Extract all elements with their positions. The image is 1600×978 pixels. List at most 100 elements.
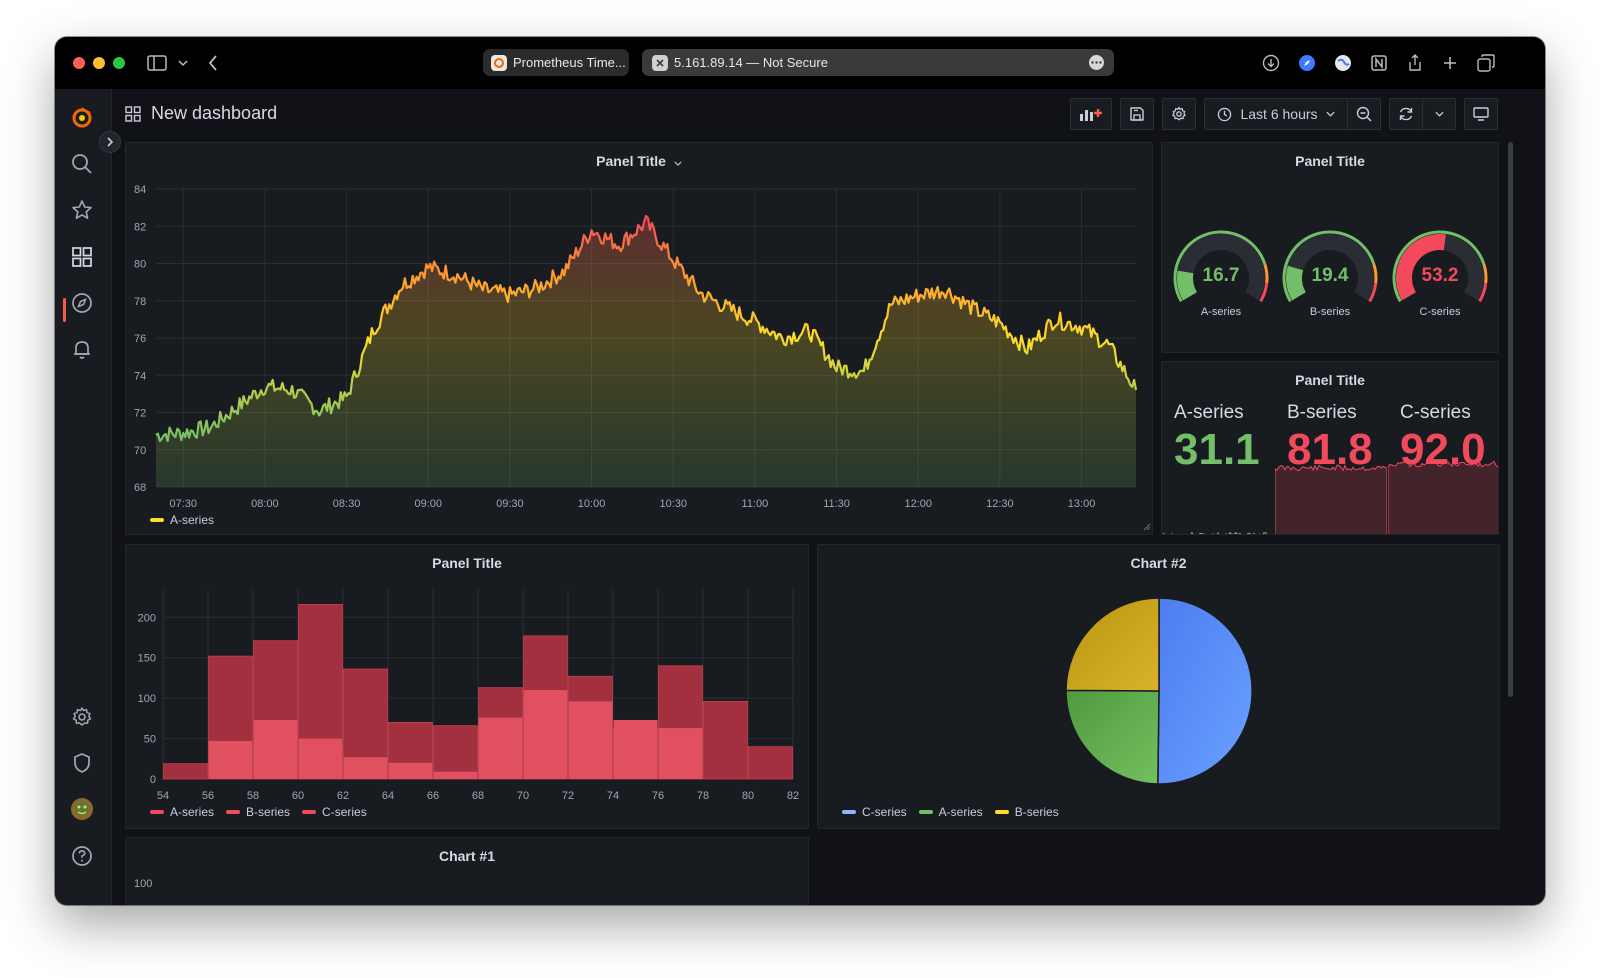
chevron-down-icon[interactable]	[171, 51, 195, 75]
grafana-logo-icon[interactable]	[69, 105, 95, 131]
histogram-bar-c-series[interactable]	[748, 746, 793, 780]
panel-title[interactable]: Panel Title	[126, 153, 1152, 169]
panel-title[interactable]: Chart #2	[1130, 555, 1187, 571]
gauge-threshold-ring	[1392, 230, 1486, 303]
legend-item-a-series[interactable]: A-series	[918, 805, 983, 819]
kiosk-mode-button[interactable]	[1464, 98, 1498, 130]
close-window-button[interactable]	[73, 57, 85, 69]
gauge-b-series: 19.4	[1282, 230, 1378, 303]
legend-item-b-series[interactable]: B-series	[226, 805, 290, 819]
user-avatar[interactable]	[69, 796, 95, 822]
x-tick-label: 58	[247, 790, 259, 802]
search-icon[interactable]	[69, 151, 95, 177]
gauge-threshold-ring	[1478, 282, 1488, 303]
zoom-out-button[interactable]	[1347, 98, 1381, 130]
stat-panel: Panel Title A-series 31.1 B-series 81.8 …	[1161, 361, 1499, 535]
pie-slice-c-series[interactable]	[1157, 597, 1253, 785]
extension-compass-icon[interactable]	[1295, 51, 1319, 75]
pie-slice-b-series[interactable]	[1065, 597, 1160, 692]
time-range-picker[interactable]: Last 6 hours	[1204, 98, 1348, 130]
dashboard-title-text[interactable]: New dashboard	[151, 103, 278, 123]
legend-item-a-series[interactable]: A-series	[150, 513, 214, 527]
pie-legend: C-series A-series B-series	[842, 805, 1059, 819]
gauge-value: 19.4	[1312, 265, 1349, 286]
histogram-bar-a-series[interactable]	[613, 719, 658, 779]
histogram-bar-a-series[interactable]	[433, 771, 478, 779]
insecure-site-icon	[652, 54, 668, 71]
legend-item-c-series[interactable]: C-series	[842, 805, 907, 819]
explore-compass-icon[interactable]	[69, 290, 95, 316]
more-options-icon[interactable]	[1089, 55, 1104, 70]
pie-chart[interactable]	[818, 545, 1500, 829]
save-dashboard-button[interactable]	[1120, 98, 1154, 130]
back-icon[interactable]	[201, 51, 225, 75]
y-tick-label: 0	[150, 774, 156, 786]
series-line-a-series[interactable]	[155, 214, 1138, 443]
histogram-bar-c-series[interactable]	[163, 763, 208, 780]
alerting-bell-icon[interactable]	[69, 336, 95, 362]
notion-icon[interactable]	[1367, 51, 1391, 75]
help-icon[interactable]	[69, 843, 95, 869]
vertical-scrollbar[interactable]	[1508, 142, 1513, 697]
dashboards-icon[interactable]	[69, 244, 95, 270]
extension-globe-icon[interactable]	[1331, 51, 1355, 75]
histogram-bar-a-series[interactable]	[523, 690, 568, 779]
expand-menu-button[interactable]	[99, 131, 121, 153]
resize-handle-icon[interactable]	[1143, 523, 1151, 531]
chevron-down-icon	[1434, 111, 1444, 117]
y-tick-label: 82	[134, 221, 146, 233]
histogram-bar-a-series[interactable]	[388, 762, 433, 779]
legend-item-b-series[interactable]: B-series	[994, 805, 1059, 819]
browser-tab-grafana[interactable]: Prometheus Time...	[483, 49, 629, 76]
histogram-chart[interactable]: 0 50 100 150 200 54 56 58 60 62 64 66 68 70 72 74 76 78 80…	[126, 545, 809, 829]
zoom-window-button[interactable]	[113, 57, 125, 69]
gauge-threshold-ring	[1368, 282, 1378, 303]
y-tick-label: 100	[134, 878, 153, 890]
new-tab-icon[interactable]	[1438, 51, 1462, 75]
panel-title[interactable]: Panel Title	[1295, 153, 1365, 169]
minimize-window-button[interactable]	[93, 57, 105, 69]
panel-title[interactable]: Chart #1	[438, 848, 496, 864]
timeseries-chart[interactable]: 68 70 72 74 76 78 80 82 84 07:30 08:00 08:30 09:00 09…	[126, 143, 1153, 535]
download-icon[interactable]	[1259, 51, 1283, 75]
stat-label: B-series	[1287, 402, 1357, 423]
x-tick-label: 12:00	[904, 498, 932, 510]
y-tick-label: 76	[134, 333, 146, 345]
legend-item-a-series[interactable]: A-series	[150, 805, 214, 819]
gauge-c-series: 53.2	[1392, 230, 1488, 303]
dashboard-settings-button[interactable]	[1162, 98, 1196, 130]
histogram-bar-a-series[interactable]	[478, 717, 523, 779]
add-panel-button[interactable]	[1070, 98, 1112, 130]
histogram-bar-a-series[interactable]	[568, 701, 613, 779]
share-icon[interactable]	[1403, 51, 1427, 75]
sidebar-toggle-icon[interactable]	[145, 51, 169, 75]
active-indicator	[63, 298, 66, 322]
histogram-bar-a-series[interactable]	[208, 741, 253, 779]
browser-tab-active[interactable]: 5.161.89.14 — Not Secure	[642, 49, 1114, 76]
histogram-bar-a-series[interactable]	[298, 738, 343, 779]
histogram-bar-c-series[interactable]	[703, 700, 748, 780]
x-tick-label: 62	[337, 790, 349, 802]
settings-gear-icon[interactable]	[69, 704, 95, 730]
tab-overview-icon[interactable]	[1474, 51, 1498, 75]
legend-item-c-series[interactable]: C-series	[302, 805, 367, 819]
sparkline	[1162, 531, 1268, 534]
panel-title[interactable]: Panel Title	[432, 555, 502, 571]
refresh-button[interactable]	[1389, 98, 1423, 130]
histogram-bar-a-series[interactable]	[343, 757, 388, 779]
gauge-threshold-ring	[1263, 263, 1269, 284]
histogram-bar-a-series[interactable]	[253, 719, 298, 779]
pie-slice-a-series[interactable]	[1065, 689, 1160, 785]
address-text: 5.161.89.14 — Not Secure	[674, 55, 828, 70]
shield-icon[interactable]	[69, 750, 95, 776]
panel-title[interactable]: Panel Title	[1295, 372, 1365, 388]
histogram-bar-c-series[interactable]	[433, 725, 478, 780]
timeseries-panel: Panel Title 68 70 72 74 76 78 80 82 84 07:30 0	[125, 142, 1153, 535]
histogram-bar-a-series[interactable]	[658, 728, 703, 779]
y-tick-label: 80	[134, 259, 146, 271]
x-tick-label: 54	[157, 790, 169, 802]
starred-icon[interactable]	[69, 197, 95, 223]
tab-label: Prometheus Time...	[513, 55, 626, 70]
refresh-interval-dropdown[interactable]	[1422, 98, 1456, 130]
y-tick-label: 150	[138, 653, 156, 665]
